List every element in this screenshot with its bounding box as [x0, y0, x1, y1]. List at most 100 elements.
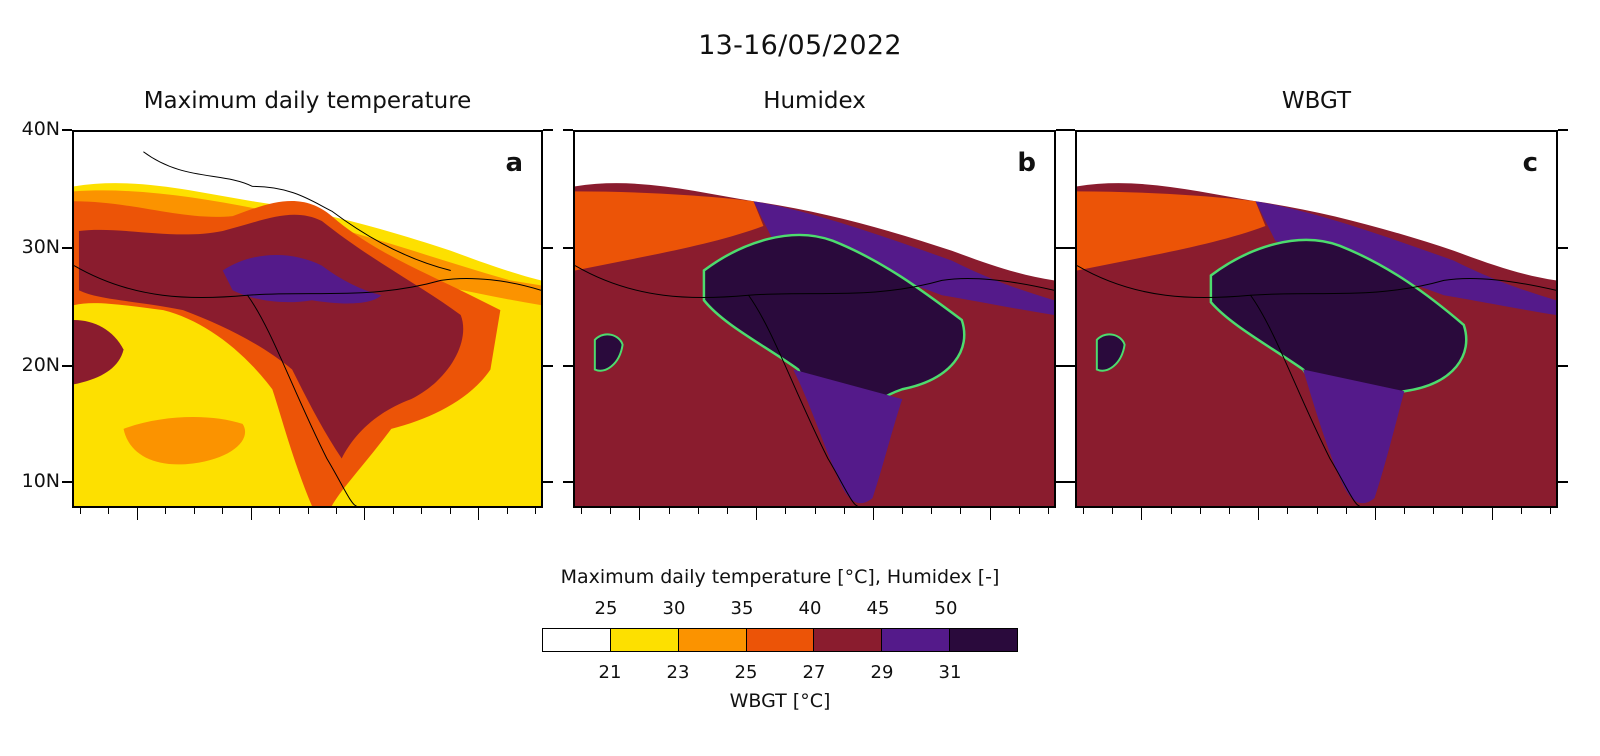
x-tick: [1550, 508, 1551, 514]
colorbar-cell: [814, 629, 883, 651]
x-tick: [581, 508, 582, 514]
panel-a-title: Maximum daily temperature: [143, 88, 472, 114]
x-tick: [1199, 508, 1201, 514]
legend-top-tick: 25: [594, 598, 618, 619]
x-tick: [421, 508, 423, 514]
legend-bottom-tick: 21: [598, 662, 622, 683]
x-tick: [1287, 508, 1289, 514]
x-tick: [785, 508, 787, 514]
y-tick: [1056, 247, 1066, 249]
x-tick: [364, 508, 366, 520]
colorbar-cell: [678, 629, 747, 651]
y-tick: [62, 129, 72, 131]
lat-label-10n: 10N: [21, 470, 60, 492]
x-tick: [1433, 508, 1435, 514]
x-tick: [989, 508, 991, 520]
map-panel-a: a: [72, 130, 543, 508]
x-tick: [193, 508, 195, 514]
legend-top-tick: 35: [730, 598, 754, 619]
x-tick: [1112, 508, 1114, 514]
y-tick: [1558, 365, 1568, 367]
legend-bottom-title: WBGT [°C]: [729, 690, 831, 712]
x-tick: [814, 508, 816, 514]
x-tick: [222, 508, 224, 514]
lat-label-40n: 40N: [21, 118, 60, 140]
legend-bottom-tick: 31: [938, 662, 962, 683]
y-tick: [1065, 247, 1075, 249]
panel-letter-a: a: [505, 148, 523, 178]
y-tick: [1056, 481, 1066, 483]
x-tick: [668, 508, 670, 514]
x-tick: [279, 508, 281, 514]
x-tick: [639, 508, 641, 520]
legend-bottom-tick: 25: [734, 662, 758, 683]
legend-bottom-tick: 29: [870, 662, 894, 683]
x-tick: [931, 508, 933, 514]
y-tick: [62, 365, 72, 367]
panel-b-title: Humidex: [763, 88, 866, 114]
x-tick: [535, 508, 536, 514]
x-tick: [392, 508, 394, 514]
x-tick: [1141, 508, 1143, 520]
x-tick: [756, 508, 758, 520]
y-tick: [1065, 365, 1075, 367]
x-tick: [136, 508, 138, 520]
legend-bottom-tick: 27: [802, 662, 826, 683]
figure-title: 13-16/05/2022: [698, 30, 902, 61]
x-tick: [335, 508, 337, 514]
panel-letter-c: c: [1522, 148, 1538, 178]
x-tick: [307, 508, 309, 514]
y-tick: [563, 247, 573, 249]
x-tick: [250, 508, 252, 520]
x-tick: [1345, 508, 1347, 514]
colorbar: [542, 628, 1018, 652]
x-tick: [108, 508, 110, 514]
y-tick: [543, 365, 553, 367]
x-tick: [80, 508, 81, 514]
x-tick: [1048, 508, 1049, 514]
y-tick: [1558, 129, 1568, 131]
x-tick: [1316, 508, 1318, 514]
x-tick: [1404, 508, 1406, 514]
x-tick: [1491, 508, 1493, 520]
x-tick: [960, 508, 962, 514]
x-tick: [1374, 508, 1376, 520]
legend-bottom-tick: 23: [666, 662, 690, 683]
x-tick: [697, 508, 699, 514]
x-tick: [165, 508, 167, 514]
map-panel-b: b: [573, 130, 1056, 508]
legend-top-tick: 40: [798, 598, 822, 619]
x-tick: [726, 508, 728, 514]
map-c-heatmap: [1077, 132, 1556, 506]
map-b-heatmap: [575, 132, 1054, 506]
x-tick: [1018, 508, 1020, 514]
colorbar-cell: [950, 629, 1018, 651]
x-tick: [1258, 508, 1260, 520]
map-a-heatmap: [74, 132, 541, 506]
legend-top-title: Maximum daily temperature [°C], Humidex …: [560, 566, 1000, 588]
y-tick: [1056, 365, 1066, 367]
panel-c-title: WBGT: [1281, 88, 1352, 114]
y-tick: [1056, 129, 1066, 131]
colorbar-cell: [543, 629, 611, 651]
legend-top-tick: 50: [934, 598, 958, 619]
y-tick: [1558, 481, 1568, 483]
y-tick: [543, 481, 553, 483]
y-tick: [563, 365, 573, 367]
colorbar-cell: [882, 629, 951, 651]
y-tick: [1558, 247, 1568, 249]
x-tick: [1228, 508, 1230, 514]
lat-label-20n: 20N: [21, 354, 60, 376]
legend-top-tick: 30: [662, 598, 686, 619]
y-tick: [543, 129, 553, 131]
colorbar-cell: [746, 629, 815, 651]
x-tick: [506, 508, 508, 514]
y-tick: [62, 481, 72, 483]
x-tick: [449, 508, 451, 514]
y-tick: [563, 129, 573, 131]
y-tick: [1065, 129, 1075, 131]
y-tick: [543, 247, 553, 249]
x-tick: [1520, 508, 1522, 514]
lat-label-30n: 30N: [21, 236, 60, 258]
x-tick: [610, 508, 612, 514]
